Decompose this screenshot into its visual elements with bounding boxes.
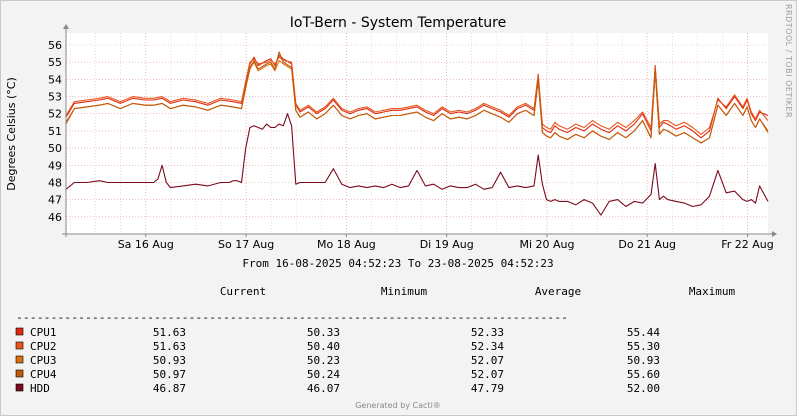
- legend-value: 52.07: [471, 354, 504, 367]
- y-tick-label: 55: [48, 56, 62, 69]
- x-axis-arrow: [772, 231, 777, 237]
- legend-value: 55.60: [627, 368, 660, 381]
- series-line-cpu4: [65, 51, 769, 144]
- legend-value: 50.33: [307, 326, 340, 339]
- legend-value: 51.63: [153, 326, 186, 339]
- legend-value: 52.07: [471, 368, 504, 381]
- x-tick-label: Di 19 Aug: [420, 238, 474, 251]
- legend-value: 52.33: [471, 326, 504, 339]
- legend-swatch-cpu2: [15, 341, 24, 350]
- y-tick-label: 47: [48, 194, 62, 207]
- time-range-text: From 16-08-2025 04:52:23 To 23-08-2025 0…: [242, 257, 553, 270]
- legend-value: 50.97: [153, 368, 186, 381]
- legend-name-cpu2: CPU2: [30, 340, 57, 353]
- legend-value: 46.07: [307, 382, 340, 395]
- legend-value: 50.23: [307, 354, 340, 367]
- legend-value: 50.93: [153, 354, 186, 367]
- axes: 46 47 48 49 50 51 52 53 54 55 56 Sa 16 Aug So 17 Aug…: [48, 24, 777, 251]
- x-tick-label: Sa 16 Aug: [118, 238, 174, 251]
- y-tick-label: 52: [48, 108, 62, 121]
- legend-rule: ----------------------------------------…: [16, 311, 568, 324]
- series-line-cpu1: [65, 54, 769, 139]
- legend-header-minimum: Minimum: [381, 285, 428, 298]
- x-tick-label: Fr 22 Aug: [721, 238, 774, 251]
- rrdtool-watermark: RRDTOOL / TOBI OETIKER: [784, 4, 793, 118]
- legend-value: 47.79: [471, 382, 504, 395]
- legend-name-hdd: HDD: [30, 382, 50, 395]
- series-line-hdd: [65, 113, 769, 216]
- y-tick-label: 48: [48, 177, 62, 190]
- y-tick-label: 50: [48, 142, 62, 155]
- y-tick-label: 46: [48, 211, 62, 224]
- legend-name-cpu4: CPU4: [30, 368, 57, 381]
- legend-value: 55.30: [627, 340, 660, 353]
- legend-header-current: Current: [220, 285, 266, 298]
- y-tick-label: 54: [48, 73, 62, 86]
- y-axis-arrow: [63, 24, 69, 29]
- grid: [66, 33, 768, 234]
- legend-name-cpu3: CPU3: [30, 354, 57, 367]
- legend-value: 52.34: [471, 340, 504, 353]
- legend-swatch-cpu1: [15, 327, 24, 336]
- legend-value: 46.87: [153, 382, 186, 395]
- series-line-cpu2: [65, 56, 769, 135]
- legend-value: 50.40: [307, 340, 340, 353]
- legend: CPU1 51.63 50.33 52.33 55.44 CPU2 51.63 50.40 52…: [15, 326, 660, 395]
- legend-value: 55.44: [627, 326, 660, 339]
- legend-swatch-cpu4: [15, 369, 24, 378]
- x-tick-label: Do 21 Aug: [618, 238, 676, 251]
- y-tick-label: 49: [48, 159, 62, 172]
- legend-header-maximum: Maximum: [689, 285, 736, 298]
- footer-text: Generated by Cacti®: [355, 401, 441, 410]
- y-axis-label: Degrees Celsius (°C): [5, 77, 18, 191]
- plot-area: [66, 33, 768, 234]
- y-tick-label: 51: [48, 125, 62, 138]
- x-tick-label: Mo 18 Aug: [317, 238, 376, 251]
- legend-name-cpu1: CPU1: [30, 326, 57, 339]
- legend-value: 52.00: [627, 382, 660, 395]
- legend-value: 50.24: [307, 368, 340, 381]
- chart-title: IoT-Bern - System Temperature: [290, 15, 506, 31]
- x-tick-label: Mi 20 Aug: [519, 238, 574, 251]
- series-lines: [65, 51, 769, 216]
- legend-swatch-hdd: [15, 383, 24, 392]
- legend-value: 51.63: [153, 340, 186, 353]
- x-tick-label: So 17 Aug: [218, 238, 274, 251]
- legend-value: 50.93: [627, 354, 660, 367]
- legend-swatch-cpu3: [15, 355, 24, 364]
- legend-header-average: Average: [535, 285, 581, 298]
- y-tick-label: 56: [48, 39, 62, 52]
- y-tick-label: 53: [48, 91, 62, 104]
